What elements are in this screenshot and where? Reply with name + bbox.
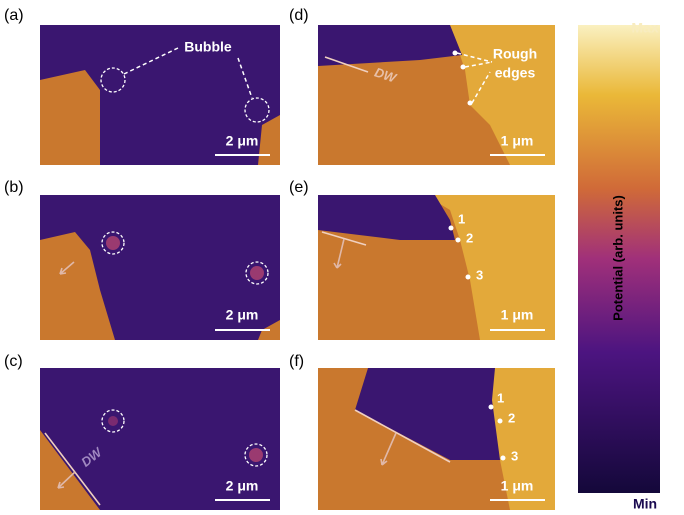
scale-label: 2 μm xyxy=(226,478,259,494)
figure: Bubble 2 μm (a) 2 μm (b) DW 2 μm (c) DW … xyxy=(0,0,684,515)
panel-label: (c) xyxy=(4,353,23,370)
scale-label: 2 μm xyxy=(226,133,259,149)
point-label: 2 xyxy=(508,410,515,425)
point-label: 1 xyxy=(458,211,465,226)
point xyxy=(453,51,458,56)
bubble xyxy=(249,448,263,462)
bubble xyxy=(108,416,118,426)
panel-label: (d) xyxy=(289,7,309,24)
point xyxy=(498,419,503,424)
scale-label: 1 μm xyxy=(501,478,534,494)
scale-label: 2 μm xyxy=(226,307,259,323)
panel-f: 1 2 3 1 μm (f) xyxy=(289,353,555,510)
point xyxy=(466,275,471,280)
point-label: 2 xyxy=(466,230,473,245)
panel-e: 1 2 3 1 μm (e) xyxy=(289,179,555,340)
panel-label: (e) xyxy=(289,179,309,196)
bubble xyxy=(250,266,264,280)
point xyxy=(489,405,494,410)
panel-d: DW Rough edges 1 μm (d) xyxy=(289,7,555,165)
panel-label: (f) xyxy=(289,353,304,370)
colorbar-min: Min xyxy=(633,496,657,512)
panel-b: 2 μm (b) xyxy=(4,179,280,340)
point-label: 3 xyxy=(511,448,518,463)
bubble xyxy=(106,236,120,250)
panel-label: (a) xyxy=(4,7,24,24)
panel-label: (b) xyxy=(4,179,24,196)
colorbar-max: Max xyxy=(631,20,658,36)
point xyxy=(461,65,466,70)
annotation: Bubble xyxy=(184,39,232,55)
annotation: edges xyxy=(495,65,536,81)
panel-a: Bubble 2 μm (a) xyxy=(4,7,280,165)
colorbar-label: Potential (arb. units) xyxy=(610,195,625,321)
domain xyxy=(40,70,100,165)
point xyxy=(449,226,454,231)
annotation: Rough xyxy=(493,46,537,62)
point xyxy=(468,101,473,106)
point xyxy=(501,456,506,461)
point-label: 1 xyxy=(497,390,504,405)
scale-label: 1 μm xyxy=(501,307,534,323)
point xyxy=(456,238,461,243)
panel-c: DW 2 μm (c) xyxy=(4,353,280,510)
scale-label: 1 μm xyxy=(501,133,534,149)
colorbar: Max Min Potential (arb. units) xyxy=(578,20,660,512)
point-label: 3 xyxy=(476,267,483,282)
